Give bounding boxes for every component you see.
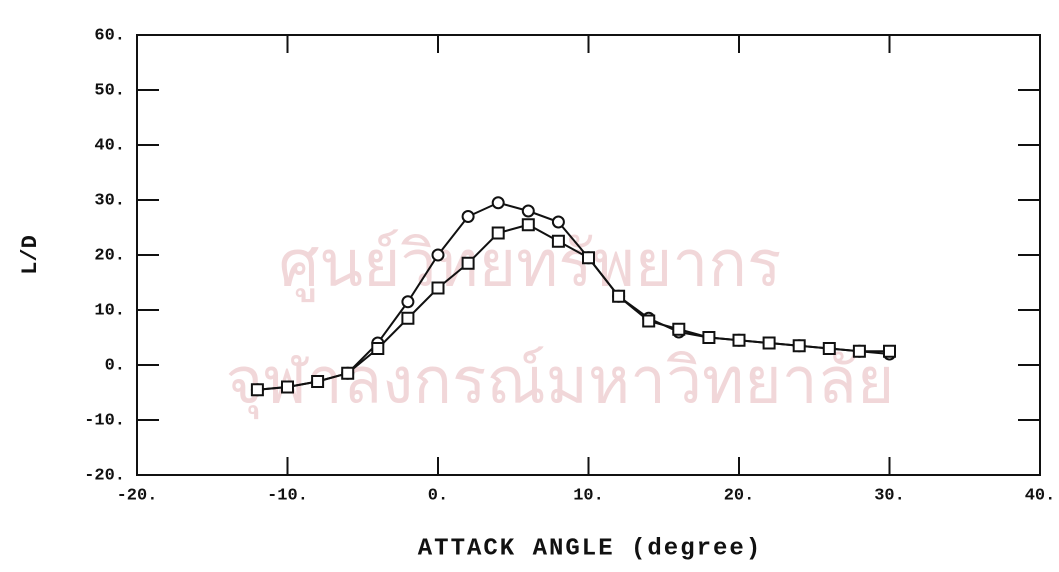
point xyxy=(854,346,865,357)
x-tick-label: 0. xyxy=(428,486,448,505)
x-tick-label: -20. xyxy=(117,486,158,505)
watermark: ศูนย์วิทยทรัพยากร xyxy=(279,228,782,303)
page: {"watermark": ["ศูนย์วิทยทรัพยากร", "จุฬ… xyxy=(0,0,1059,572)
point xyxy=(523,206,534,217)
point xyxy=(583,252,594,263)
point xyxy=(794,340,805,351)
y-axis-label: L/D xyxy=(18,235,43,275)
point xyxy=(764,338,775,349)
point xyxy=(553,217,564,228)
point xyxy=(463,258,474,269)
point xyxy=(493,197,504,208)
y-tick-label: 30. xyxy=(94,191,125,210)
point xyxy=(433,283,444,294)
y-tick-label: 0. xyxy=(105,356,125,375)
point xyxy=(613,291,624,302)
point xyxy=(312,376,323,387)
point xyxy=(433,250,444,261)
point xyxy=(282,382,293,393)
point xyxy=(703,332,714,343)
y-tick-label: -20. xyxy=(84,466,125,485)
point xyxy=(493,228,504,239)
y-tick-label: 60. xyxy=(94,26,125,45)
watermark: จุฬาลงกรณ์มหาวิทยาลัย xyxy=(226,345,895,420)
point xyxy=(342,368,353,379)
point xyxy=(523,219,534,230)
x-tick-label: -10. xyxy=(267,486,308,505)
point xyxy=(643,316,654,327)
point xyxy=(463,211,474,222)
point xyxy=(402,296,413,307)
point xyxy=(372,343,383,354)
y-tick-label: 50. xyxy=(94,81,125,100)
point xyxy=(252,384,263,395)
y-tick-label: 40. xyxy=(94,136,125,155)
y-tick-label: 20. xyxy=(94,246,125,265)
point xyxy=(884,346,895,357)
y-tick-label: -10. xyxy=(84,411,125,430)
x-axis-label: ATTACK ANGLE (degree) xyxy=(418,535,762,562)
point xyxy=(824,343,835,354)
point xyxy=(734,335,745,346)
x-tick-label: 10. xyxy=(573,486,604,505)
point xyxy=(402,313,413,324)
chart: ศูนย์วิทยทรัพยากร จุฬาลงกรณ์มหาวิทยาลัย … xyxy=(0,0,1059,572)
x-tick-label: 20. xyxy=(724,486,755,505)
x-tick-label: 30. xyxy=(874,486,905,505)
x-tick-label: 40. xyxy=(1025,486,1056,505)
y-tick-label: 10. xyxy=(94,301,125,320)
point xyxy=(553,236,564,247)
point xyxy=(673,324,684,335)
